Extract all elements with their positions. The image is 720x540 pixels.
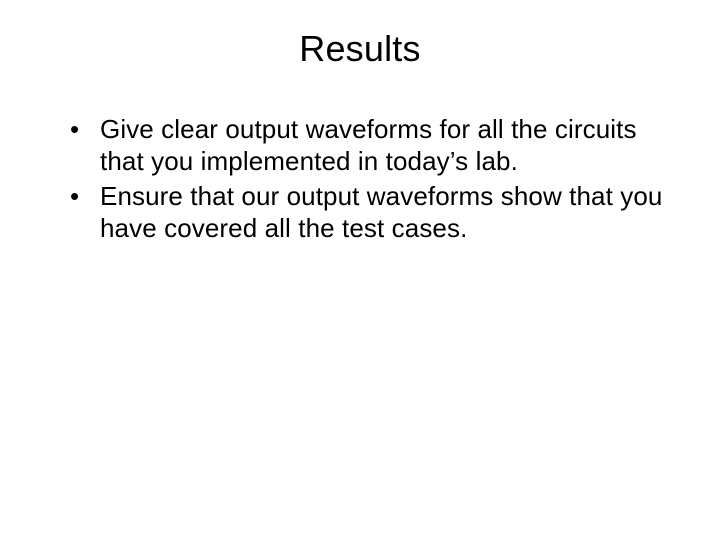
slide-container: Results Give clear output waveforms for … xyxy=(0,0,720,540)
bullet-item: Ensure that our output waveforms show th… xyxy=(70,181,670,244)
slide-title: Results xyxy=(50,28,670,70)
bullet-item: Give clear output waveforms for all the … xyxy=(70,114,670,177)
bullet-list: Give clear output waveforms for all the … xyxy=(50,114,670,245)
